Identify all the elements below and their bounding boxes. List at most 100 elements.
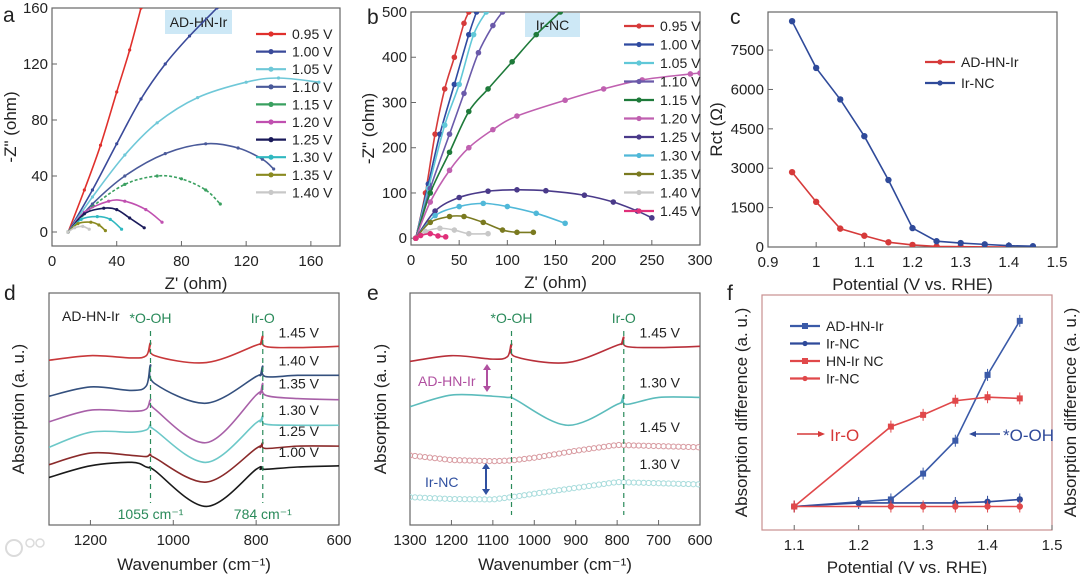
legend-label: 1.00 V bbox=[292, 44, 333, 60]
y-tick-label: 6000 bbox=[731, 81, 764, 98]
x-tick-label: 1300 bbox=[393, 532, 426, 549]
y-axis-label: Rct (Ω) bbox=[707, 102, 726, 156]
series-1-00-v bbox=[66, 8, 219, 234]
data-point bbox=[466, 457, 473, 464]
data-point bbox=[526, 455, 533, 462]
series-1-25-v bbox=[49, 441, 339, 483]
series-line bbox=[67, 225, 90, 233]
sample-label: Ir-NC bbox=[536, 17, 569, 33]
data-point bbox=[411, 494, 419, 501]
series-line bbox=[49, 415, 339, 464]
x-tick-label: 100 bbox=[495, 252, 520, 269]
data-point bbox=[441, 86, 448, 92]
data-point bbox=[695, 481, 700, 488]
series-line bbox=[415, 12, 561, 239]
data-point bbox=[675, 443, 682, 450]
data-point bbox=[697, 70, 700, 76]
data-point bbox=[485, 188, 491, 194]
data-point bbox=[139, 8, 143, 10]
panel-f: f 1.1 1.2 1.3 1.4 1.5 Potential (V vs. RHE) Abs… bbox=[727, 282, 1080, 574]
data-point bbox=[466, 144, 472, 151]
legend-item: 1.25 V bbox=[624, 129, 701, 145]
peak-label: *O-OH bbox=[491, 310, 533, 326]
data-point bbox=[499, 12, 506, 15]
data-point bbox=[660, 480, 667, 487]
x-tick-label: 1.3 bbox=[950, 254, 971, 271]
data-point bbox=[551, 487, 558, 494]
legend-marker bbox=[636, 115, 642, 122]
data-point bbox=[276, 76, 281, 80]
sample-label: AD-HN-Ir bbox=[170, 14, 228, 30]
data-point bbox=[461, 496, 468, 503]
panel-a: a 0 40 80 120 160 0 40 80 120 160 Z' (ohm) -Z" (ohm)… bbox=[1, 0, 341, 293]
data-point bbox=[435, 233, 441, 239]
data-point bbox=[650, 442, 657, 450]
peak-position-label: 784 cm⁻¹ bbox=[234, 506, 292, 522]
data-point bbox=[411, 452, 419, 460]
plot-frame bbox=[761, 294, 1053, 531]
x-tick-label: 1100 bbox=[477, 532, 509, 549]
data-point bbox=[441, 122, 448, 128]
legend-label: 1.25 V bbox=[292, 132, 333, 148]
data-point bbox=[160, 220, 164, 224]
x-tick-label: 50 bbox=[451, 252, 468, 269]
data-point bbox=[514, 229, 520, 236]
data-point bbox=[89, 220, 93, 224]
data-point bbox=[421, 453, 429, 461]
y-tick-label: 120 bbox=[23, 56, 48, 73]
series-label: 1.25 V bbox=[279, 423, 320, 439]
legend-label: HN-Ir NC bbox=[826, 353, 884, 369]
x-tick-label: 200 bbox=[591, 252, 616, 269]
data-point bbox=[496, 495, 503, 502]
series-line bbox=[410, 393, 700, 427]
data-point bbox=[142, 226, 146, 230]
legend-label: 1.40 V bbox=[660, 185, 701, 201]
data-point bbox=[909, 224, 916, 232]
data-point bbox=[521, 492, 528, 499]
data-point bbox=[416, 453, 424, 460]
legend-label: 1.35 V bbox=[292, 167, 333, 183]
data-point bbox=[244, 80, 248, 84]
data-point bbox=[427, 190, 434, 196]
data-point bbox=[466, 108, 472, 115]
y-tick-label: 40 bbox=[31, 168, 48, 185]
x-axis-label: Z' (ohm) bbox=[165, 274, 228, 293]
panel-label: e bbox=[367, 282, 379, 305]
watermark-circle bbox=[5, 539, 23, 557]
legend-marker bbox=[636, 41, 642, 48]
x-tick-label: 1000 bbox=[157, 532, 190, 549]
data-point bbox=[541, 489, 548, 496]
x-tick-label: 1.5 bbox=[1047, 254, 1068, 271]
data-point bbox=[670, 443, 677, 450]
data-point bbox=[640, 442, 647, 449]
watermark-circle bbox=[35, 538, 45, 548]
legend-item: 0.95 V bbox=[256, 26, 333, 42]
data-point bbox=[196, 96, 200, 100]
data-point bbox=[600, 443, 607, 450]
x-tick-label: 1 bbox=[812, 254, 820, 271]
legend-marker bbox=[636, 171, 642, 177]
x-tick-label: 1.2 bbox=[902, 254, 923, 271]
data-point bbox=[436, 455, 443, 462]
data-point bbox=[837, 96, 844, 103]
series-line bbox=[794, 320, 1021, 508]
data-point bbox=[933, 243, 940, 247]
data-point bbox=[514, 113, 520, 119]
legend-item: 1.40 V bbox=[256, 184, 333, 200]
panel-label: b bbox=[367, 6, 379, 29]
data-point bbox=[446, 456, 453, 463]
data-point bbox=[551, 451, 558, 458]
legend-marker bbox=[636, 60, 642, 66]
data-point bbox=[90, 195, 95, 199]
y-tick-label: 0 bbox=[399, 230, 407, 247]
data-point bbox=[317, 80, 321, 84]
data-point bbox=[481, 457, 488, 465]
data-point bbox=[451, 495, 458, 503]
panel-d: d 1200 1000 800 600 Wavenumber (cm⁻¹) Absorpti… bbox=[4, 282, 352, 574]
series-label: 1.45 V bbox=[640, 419, 681, 435]
legend-marker bbox=[937, 80, 943, 86]
data-point bbox=[521, 455, 528, 463]
data-point bbox=[595, 444, 603, 451]
data-point bbox=[486, 496, 493, 503]
data-point bbox=[670, 480, 677, 487]
